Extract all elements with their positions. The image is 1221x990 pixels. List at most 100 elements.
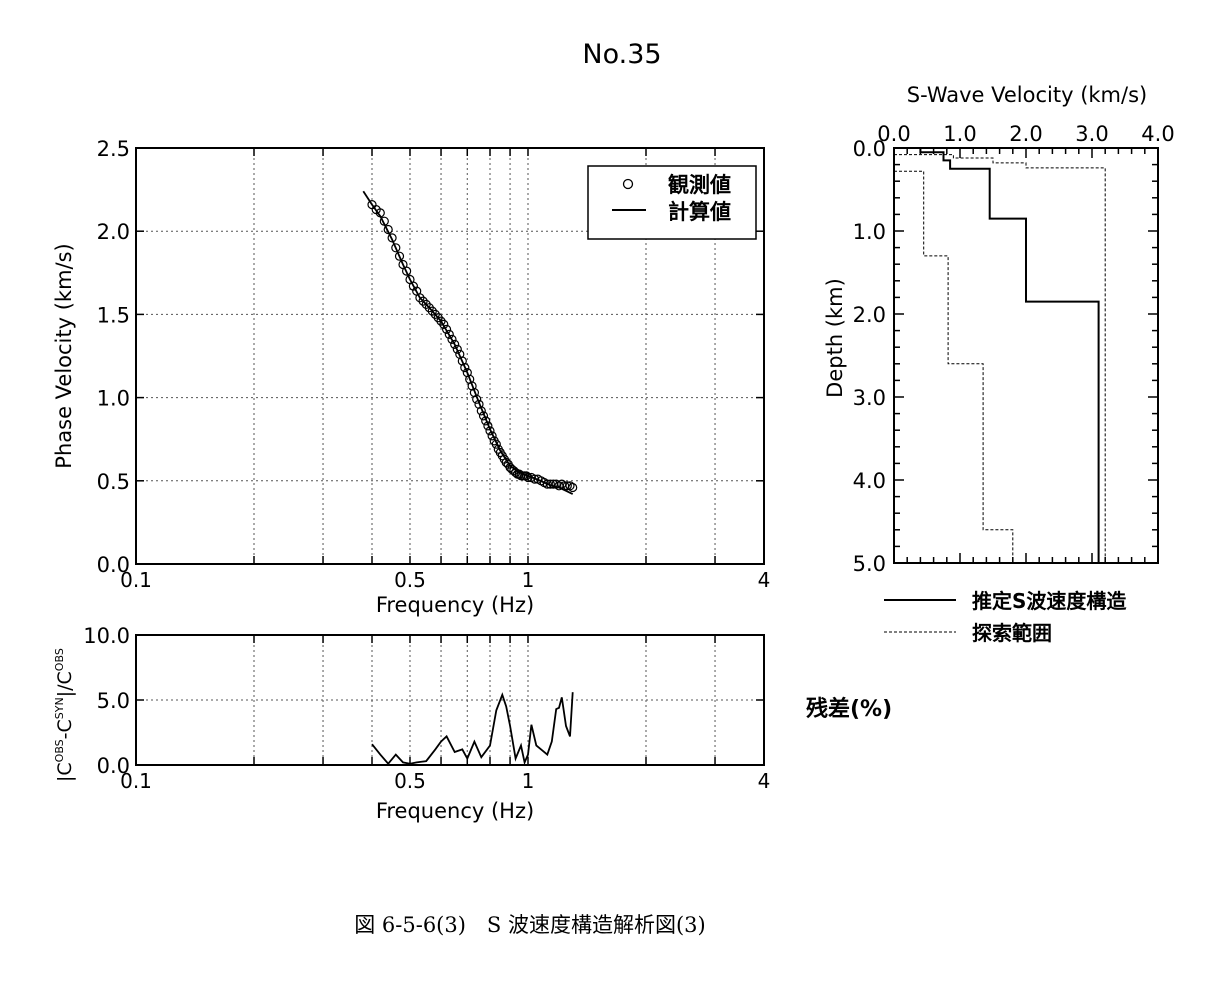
observed-point (523, 472, 533, 483)
observed-point (418, 296, 428, 306)
profile-line-estimated (894, 147, 1100, 563)
profile-y-tick-label: 3.0 (853, 386, 886, 410)
observed-point (469, 388, 479, 398)
observed-point (472, 394, 482, 404)
dispersion-grid (136, 148, 764, 564)
profile-series (894, 147, 1106, 563)
profile-y-tick-labels: 0.0 1.0 2.0 3.0 4.0 5.0 (853, 137, 886, 576)
profile-line-search-range (894, 170, 1014, 563)
dispersion-chart: 0.0 0.5 1.0 1.5 2.0 2.5 0.1 0.5 1 4 Frequency (H… (52, 137, 770, 617)
observed-point (545, 479, 555, 489)
residual-y-tick-labels: 0.0 5.0 10.0 (83, 624, 130, 778)
legend-label-calculated: 計算値 (668, 200, 731, 224)
residual-line (371, 692, 574, 766)
observed-point (521, 471, 531, 481)
residual-grid (136, 635, 764, 765)
legend-label-search-range: 探索範囲 (972, 621, 1052, 645)
profile-x-tick-labels: 0.0 1.0 2.0 3.0 4.0 (877, 122, 1174, 146)
dispersion-ticks (136, 147, 764, 565)
profile-title: S-Wave Velocity (km/s) (907, 83, 1147, 107)
residual-ticks (136, 634, 764, 766)
observed-point (391, 243, 401, 253)
profile-y-tick-label: 1.0 (853, 220, 886, 244)
dispersion-y-tick-labels: 0.0 0.5 1.0 1.5 2.0 2.5 (97, 137, 130, 577)
dispersion-y-tick-label: 0.0 (97, 553, 130, 577)
dispersion-frame (135, 147, 765, 565)
observed-point (421, 299, 431, 309)
profile-y-axis-label: Depth (km) (823, 278, 847, 398)
profile-x-tick-label: 1.0 (943, 122, 976, 146)
residual-chart: 0.0 5.0 10.0 0.1 0.5 1 4 Frequency (Hz) |COBS… (53, 624, 892, 823)
residual-y-tick-label: 10.0 (83, 624, 130, 648)
profile-ticks (894, 148, 1158, 563)
observed-point (487, 431, 497, 441)
observed-point (460, 363, 470, 373)
observed-point (387, 233, 397, 243)
observed-point (447, 334, 457, 344)
y-axis-label: Phase Velocity (km/s) (52, 243, 76, 468)
dispersion-x-tick-label: 0.1 (120, 568, 152, 592)
profile-line-search-range (894, 154, 1106, 563)
legend-marker-observed (622, 178, 634, 190)
observed-point (375, 208, 385, 218)
profile-legend: 推定S波速度構造 探索範囲 (884, 589, 1127, 645)
residual-x-tick-label: 0.5 (394, 769, 426, 793)
observed-point (568, 482, 578, 493)
observed-point (483, 421, 493, 431)
observed-point (476, 406, 486, 416)
dispersion-x-tick-labels: 0.1 0.5 1 4 (120, 568, 770, 592)
legend-label-observed: 観測値 (668, 173, 731, 197)
dispersion-y-tick-label: 1.0 (97, 387, 130, 411)
figure-caption: 図 6-5-6(3) S 波速度構造解析図(3) (354, 913, 706, 937)
residual-x-tick-labels: 0.1 0.5 1 4 (120, 769, 770, 793)
residual-x-tick-label: 4 (758, 769, 771, 793)
dispersion-x-tick-label: 0.5 (394, 568, 426, 592)
profile-x-tick-label: 0.0 (877, 122, 910, 146)
observed-point (452, 344, 462, 354)
dispersion-y-tick-label: 1.5 (97, 303, 130, 327)
dispersion-y-tick-label: 2.0 (97, 220, 130, 244)
residual-y-axis-label: |COBS-CSYN|/COBS (53, 648, 76, 782)
observed-point (530, 474, 540, 484)
observed-point (427, 306, 437, 316)
x-axis-label: Frequency (Hz) (376, 593, 534, 617)
observed-point (379, 216, 389, 226)
legend-label-estimated: 推定S波速度構造 (972, 589, 1127, 613)
residual-y-tick-label: 5.0 (97, 689, 130, 713)
residual-x-tick-label: 0.1 (120, 769, 152, 793)
figure-title: No.35 (582, 39, 661, 70)
dispersion-x-tick-label: 4 (758, 568, 771, 592)
profile-y-tick-label: 5.0 (853, 552, 886, 576)
dispersion-y-tick-label: 0.5 (97, 470, 130, 494)
observed-point (542, 479, 552, 489)
dispersion-legend: 観測値 計算値 (587, 165, 757, 240)
observed-point (562, 481, 572, 491)
observed-point (408, 281, 418, 291)
observed-point (402, 266, 412, 276)
profile-y-tick-label: 0.0 (853, 137, 886, 161)
observed-point (394, 251, 405, 261)
observed-point (485, 426, 495, 436)
velocity-profile-chart: S-Wave Velocity (km/s) 0.0 1.0 2.0 3.0 4.0 0… (823, 83, 1175, 645)
observed-point (383, 224, 393, 235)
residual-frame (135, 634, 765, 766)
series-markers-observed (367, 200, 578, 493)
profile-y-tick-label: 4.0 (853, 469, 886, 493)
dispersion-x-tick-label: 1 (522, 568, 535, 592)
profile-y-tick-label: 2.0 (853, 303, 886, 327)
observed-point (478, 411, 489, 421)
profile-frame (893, 147, 1159, 564)
observed-point (450, 339, 460, 349)
residual-annotation: 残差(%) (806, 696, 892, 722)
observed-point (442, 324, 452, 334)
observed-point (565, 481, 575, 491)
profile-x-tick-label: 4.0 (1141, 122, 1174, 146)
profile-x-tick-label: 2.0 (1009, 122, 1042, 146)
observed-point (467, 381, 477, 391)
residual-x-axis-label: Frequency (Hz) (376, 799, 534, 823)
legend-box (587, 165, 757, 240)
profile-x-tick-label: 3.0 (1075, 122, 1108, 146)
series-line-calculated (362, 190, 574, 495)
observed-point (415, 293, 425, 303)
